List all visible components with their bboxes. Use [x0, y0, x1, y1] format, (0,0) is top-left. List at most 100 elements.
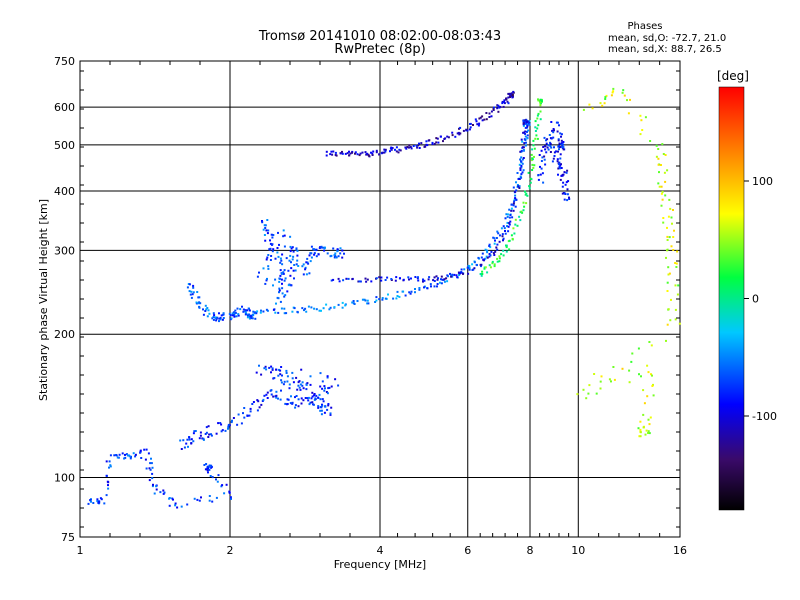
echo-point — [386, 276, 389, 279]
echo-point — [366, 278, 369, 281]
echo-point — [406, 146, 409, 148]
echo-point — [435, 275, 438, 278]
echo-point — [292, 255, 295, 258]
echo-point — [244, 309, 247, 312]
echo-point — [423, 286, 425, 289]
echo-point — [381, 298, 384, 301]
echo-point — [446, 280, 449, 283]
echo-point — [414, 288, 416, 290]
echo-point — [436, 283, 439, 285]
echo-point — [660, 185, 663, 188]
echo-point — [535, 134, 538, 137]
echo-point — [492, 109, 495, 111]
echo-point — [294, 396, 296, 399]
echo-point — [550, 146, 553, 149]
echo-point — [308, 272, 311, 275]
echo-point — [520, 149, 523, 152]
echo-point — [291, 401, 294, 404]
echo-point — [228, 312, 231, 315]
echo-point — [638, 373, 640, 376]
echo-point — [220, 430, 223, 433]
echo-point — [553, 146, 555, 149]
echo-point — [549, 145, 552, 148]
echo-point — [529, 177, 532, 180]
echo-point — [325, 391, 328, 393]
echo-point — [514, 197, 517, 200]
echo-point — [255, 312, 258, 315]
echo-point — [364, 277, 367, 280]
echo-point — [408, 291, 411, 294]
echo-point — [432, 279, 435, 282]
echo-point — [435, 137, 438, 140]
echo-point — [519, 169, 522, 171]
echo-point — [517, 185, 520, 188]
echo-point — [534, 137, 537, 140]
echo-point — [283, 295, 286, 298]
echo-point — [321, 404, 324, 407]
echo-point — [96, 498, 99, 501]
echo-point — [550, 137, 553, 140]
echo-point — [202, 437, 205, 440]
echo-point — [310, 306, 313, 309]
echo-point — [384, 279, 387, 281]
echo-point — [270, 389, 273, 392]
echo-point — [347, 277, 350, 280]
echo-point — [506, 221, 509, 224]
echo-point — [311, 401, 314, 404]
echo-point — [233, 312, 236, 315]
echo-point — [524, 135, 527, 138]
echo-point — [666, 323, 669, 326]
echo-point — [553, 151, 556, 154]
echo-point — [504, 230, 506, 232]
echo-point — [433, 276, 436, 279]
echo-point — [261, 220, 263, 222]
echo-point — [314, 397, 317, 400]
echo-point — [475, 120, 478, 123]
echo-point — [531, 163, 534, 166]
echo-point — [657, 157, 660, 160]
echo-point — [263, 367, 266, 370]
echo-point — [678, 322, 681, 325]
echo-point — [196, 498, 199, 501]
echo-point — [650, 373, 652, 376]
echo-point — [417, 276, 419, 279]
echo-point — [585, 397, 588, 400]
echo-point — [532, 166, 535, 169]
echo-point — [107, 481, 110, 484]
echo-point — [288, 383, 291, 386]
echo-point — [395, 276, 398, 279]
echo-point — [509, 95, 512, 98]
echo-point — [566, 199, 569, 202]
echo-point — [500, 253, 503, 256]
echo-point — [118, 453, 121, 456]
echo-point — [310, 245, 313, 248]
echo-point — [280, 278, 283, 281]
echo-point — [341, 249, 344, 252]
echo-point — [204, 304, 207, 307]
echo-point — [563, 171, 566, 174]
echo-point — [540, 160, 543, 162]
echo-point — [587, 392, 590, 395]
echo-point — [381, 297, 384, 299]
echo-point — [646, 395, 649, 398]
echo-point — [675, 262, 678, 265]
echo-point — [433, 142, 436, 145]
echo-point — [208, 465, 211, 468]
echo-point — [254, 311, 256, 314]
echo-point — [493, 263, 496, 266]
echo-point — [519, 150, 522, 153]
echo-point — [242, 412, 244, 415]
echo-point — [553, 129, 555, 132]
echo-point — [214, 316, 217, 319]
echo-point — [296, 388, 299, 391]
echo-point — [329, 306, 332, 309]
echo-point — [561, 145, 564, 148]
echo-point — [641, 129, 644, 131]
echo-point — [532, 144, 535, 147]
echo-point — [485, 118, 488, 121]
echo-point — [210, 464, 213, 467]
echo-point — [466, 129, 469, 132]
echo-point — [490, 250, 493, 253]
echo-point — [666, 239, 669, 241]
echo-point — [267, 254, 270, 256]
